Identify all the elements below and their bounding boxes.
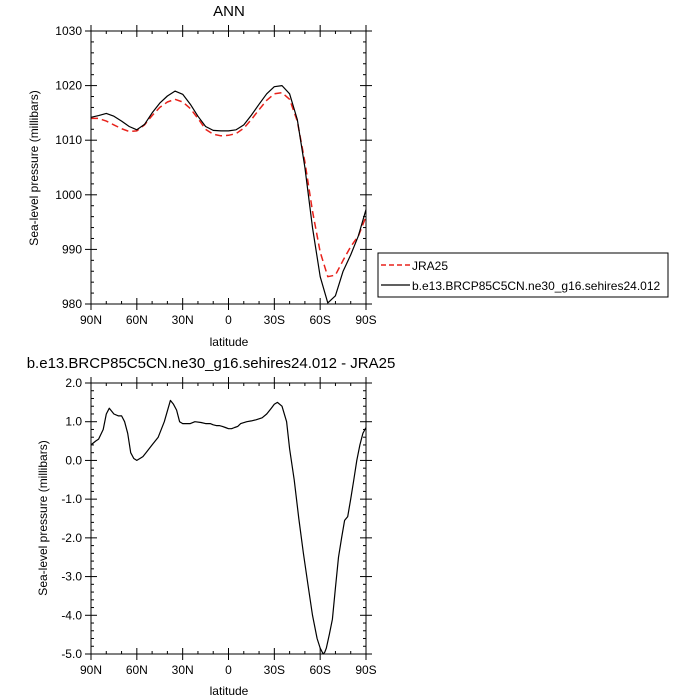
- bottom-chart-lines: [90, 399, 367, 655]
- top-x-tick-label: 90S: [355, 313, 376, 327]
- bottom-y-tick-label: 1.0: [65, 415, 82, 429]
- bottom-chart-ticks: [85, 377, 372, 660]
- top-x-tick-label: 60N: [126, 313, 148, 327]
- bottom-x-tick-label: 0: [225, 663, 232, 677]
- bottom-chart-xlabel: latitude: [210, 684, 249, 698]
- top-series-line-2: [90, 84, 367, 304]
- bottom-y-tick-label: 2.0: [65, 376, 82, 390]
- top-chart-title: ANN: [213, 3, 245, 20]
- top-y-tick-label: 980: [62, 297, 82, 311]
- panel-top: ANN 90N 60N 30N 0 30S 60S 90S 980 990 1000 1010 10…: [27, 3, 377, 349]
- top-chart-frame: [90, 30, 367, 305]
- top-y-tick-label: 990: [62, 242, 82, 256]
- top-y-tick-label: 1020: [55, 79, 82, 93]
- panel-bottom: b.e13.BRCP85C5CN.ne30_g16.sehires24.012 …: [27, 355, 396, 698]
- legend-label-jra25: JRA25: [412, 259, 448, 273]
- top-y-tick-label: 1000: [55, 188, 82, 202]
- top-x-tick-label: 60S: [309, 313, 330, 327]
- bottom-x-tick-label: 30N: [172, 663, 194, 677]
- top-chart-legend: JRA25 b.e13.BRCP85C5CN.ne30_g16.sehires2…: [377, 252, 669, 298]
- top-x-tick-label: 0: [225, 313, 232, 327]
- top-series-line-1: [91, 91, 367, 278]
- bottom-y-tick-label: -4.0: [61, 608, 82, 622]
- bottom-y-tick-label: -1.0: [61, 492, 82, 506]
- top-chart-x-tick-labels: 90N 60N 30N 0 30S 60S 90S: [80, 313, 377, 327]
- bottom-x-tick-label: 60S: [309, 663, 330, 677]
- bottom-x-tick-label: 60N: [126, 663, 148, 677]
- top-x-tick-label: 30N: [172, 313, 194, 327]
- bottom-series-line-1: [90, 399, 367, 655]
- bottom-chart-frame: [90, 382, 367, 655]
- top-x-tick-label: 90N: [80, 313, 102, 327]
- bottom-y-tick-label: -5.0: [61, 647, 82, 661]
- top-chart-y-tick-labels: 980 990 1000 1010 1020 1030: [55, 24, 82, 311]
- bottom-x-tick-label: 90S: [355, 663, 376, 677]
- bottom-y-tick-label: -2.0: [61, 531, 82, 545]
- legend-label-model: b.e13.BRCP85C5CN.ne30_g16.sehires24.012: [412, 279, 660, 293]
- bottom-chart-title: b.e13.BRCP85C5CN.ne30_g16.sehires24.012 …: [27, 355, 396, 372]
- top-x-tick-label: 30S: [264, 313, 285, 327]
- bottom-y-tick-label: 0.0: [65, 453, 82, 467]
- bottom-x-tick-label: 30S: [264, 663, 285, 677]
- bottom-chart-x-tick-labels: 90N 60N 30N 0 30S 60S 90S: [80, 663, 377, 677]
- bottom-chart-ylabel: Sea-level pressure (millibars): [36, 440, 50, 595]
- top-chart-ylabel: Sea-level pressure (millibars): [27, 90, 41, 245]
- top-y-tick-label: 1010: [55, 133, 82, 147]
- top-chart-ticks: [85, 25, 372, 310]
- bottom-y-tick-label: -3.0: [61, 570, 82, 584]
- bottom-chart-y-tick-labels: -5.0 -4.0 -3.0 -2.0 -1.0 0.0 1.0 2.0: [61, 376, 82, 661]
- top-chart-xlabel: latitude: [210, 335, 249, 349]
- top-chart-lines: [90, 84, 367, 304]
- bottom-x-tick-label: 90N: [80, 663, 102, 677]
- top-y-tick-label: 1030: [55, 24, 82, 38]
- legend-box: [377, 252, 669, 298]
